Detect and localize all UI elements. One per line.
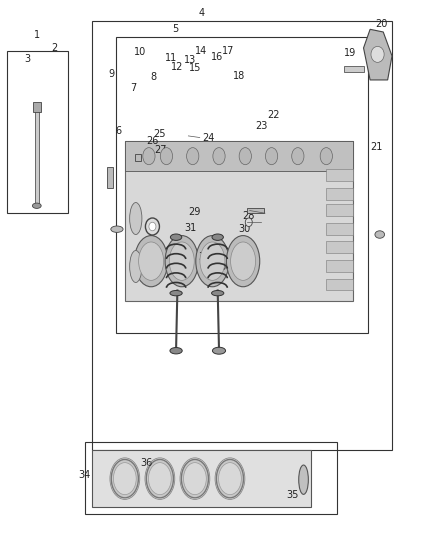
Ellipse shape: [130, 203, 142, 235]
Circle shape: [371, 46, 384, 62]
Ellipse shape: [113, 463, 136, 495]
Ellipse shape: [265, 148, 278, 165]
Text: 6: 6: [115, 126, 121, 135]
Ellipse shape: [299, 465, 308, 495]
Text: 28: 28: [242, 211, 254, 221]
Ellipse shape: [239, 148, 251, 165]
Text: 4: 4: [198, 9, 205, 18]
Text: 32: 32: [199, 252, 211, 262]
Bar: [125, 141, 353, 301]
Bar: [326, 241, 353, 253]
Ellipse shape: [170, 234, 182, 240]
Ellipse shape: [216, 459, 244, 498]
Ellipse shape: [170, 290, 182, 296]
Ellipse shape: [212, 290, 224, 296]
Text: 30: 30: [238, 224, 251, 234]
Ellipse shape: [138, 242, 163, 280]
Text: 14: 14: [195, 46, 208, 55]
Text: 5: 5: [172, 25, 178, 34]
Bar: [35, 109, 39, 205]
Ellipse shape: [134, 236, 168, 287]
Bar: [33, 102, 41, 112]
Ellipse shape: [187, 148, 199, 165]
Polygon shape: [364, 29, 392, 80]
Ellipse shape: [226, 236, 260, 287]
Text: 36: 36: [141, 458, 153, 467]
Ellipse shape: [165, 236, 198, 287]
Ellipse shape: [212, 348, 226, 354]
Text: 15: 15: [189, 63, 201, 72]
Text: 31: 31: [184, 223, 197, 233]
Text: 21: 21: [371, 142, 383, 151]
Ellipse shape: [148, 463, 171, 495]
Ellipse shape: [111, 226, 123, 232]
Circle shape: [245, 218, 252, 227]
Text: 9: 9: [109, 69, 115, 78]
Text: 29: 29: [189, 207, 201, 217]
Text: 3: 3: [25, 54, 31, 63]
Bar: [326, 279, 353, 290]
Ellipse shape: [169, 242, 194, 280]
Bar: [247, 208, 264, 213]
Ellipse shape: [320, 148, 332, 165]
Bar: [116, 37, 368, 333]
Ellipse shape: [230, 242, 256, 280]
Text: 18: 18: [233, 71, 245, 80]
Ellipse shape: [200, 242, 225, 280]
Ellipse shape: [181, 459, 208, 498]
Ellipse shape: [130, 251, 142, 282]
Text: 12: 12: [171, 62, 184, 71]
Text: 20: 20: [375, 19, 387, 29]
Bar: [326, 204, 353, 216]
Ellipse shape: [143, 148, 155, 165]
Text: 35: 35: [286, 490, 299, 499]
Bar: [326, 169, 353, 181]
Text: 33: 33: [214, 262, 226, 271]
Text: 34: 34: [78, 471, 91, 480]
Ellipse shape: [32, 203, 41, 208]
Ellipse shape: [212, 234, 223, 240]
Text: 8: 8: [150, 72, 156, 82]
Text: 25: 25: [154, 130, 166, 139]
Text: 10: 10: [134, 47, 146, 57]
Ellipse shape: [160, 148, 173, 165]
Text: 2: 2: [52, 43, 58, 53]
Ellipse shape: [375, 231, 385, 238]
Bar: [107, 167, 113, 188]
Text: 13: 13: [184, 55, 197, 64]
Circle shape: [149, 222, 156, 231]
Text: 7: 7: [131, 83, 137, 93]
Bar: [135, 154, 141, 161]
Polygon shape: [92, 450, 311, 507]
Bar: [326, 260, 353, 272]
Text: 24: 24: [202, 133, 214, 142]
Ellipse shape: [219, 463, 241, 495]
Bar: [344, 66, 364, 72]
Text: 26: 26: [146, 136, 159, 146]
Text: 11: 11: [165, 53, 177, 62]
Bar: [7, 51, 68, 213]
Ellipse shape: [292, 148, 304, 165]
Ellipse shape: [213, 148, 225, 165]
Bar: [326, 223, 353, 235]
Bar: [326, 188, 353, 200]
Text: 16: 16: [211, 52, 223, 62]
Ellipse shape: [146, 459, 173, 498]
Bar: [85, 442, 337, 514]
Text: 19: 19: [344, 49, 357, 58]
Circle shape: [145, 218, 159, 235]
Ellipse shape: [184, 463, 206, 495]
Text: 23: 23: [255, 121, 268, 131]
Ellipse shape: [111, 459, 138, 498]
Text: 1: 1: [34, 30, 40, 39]
Ellipse shape: [170, 348, 182, 354]
Ellipse shape: [196, 236, 229, 287]
Bar: [92, 21, 392, 450]
Text: 27: 27: [155, 146, 167, 155]
Bar: [125, 141, 353, 171]
Text: 17: 17: [222, 46, 234, 55]
Text: 22: 22: [268, 110, 280, 119]
